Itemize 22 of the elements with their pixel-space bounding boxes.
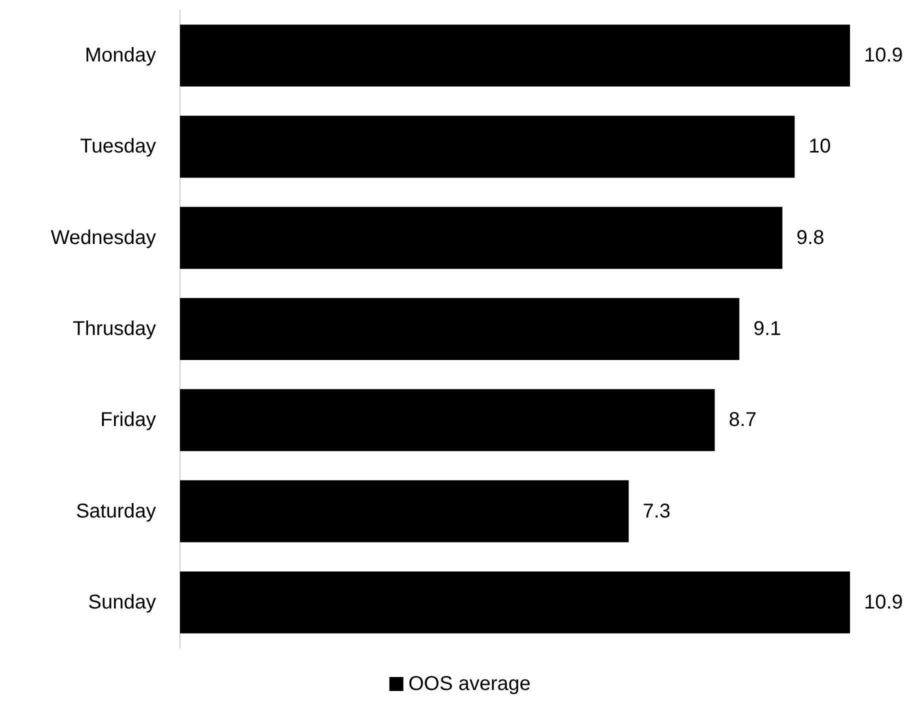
bar: [180, 116, 795, 178]
data-label: 8.7: [728, 409, 757, 432]
data-label: 9.1: [753, 318, 782, 340]
y-tick-label: Tuesday: [80, 136, 156, 158]
y-tick-label: Friday: [100, 409, 156, 432]
data-label: 10.9: [864, 44, 903, 67]
data-label: 9.8: [796, 226, 824, 249]
data-label: 10.9: [864, 591, 903, 614]
y-tick-label: Saturday: [76, 500, 156, 522]
data-label: 7.3: [642, 500, 671, 522]
bar: [180, 298, 740, 360]
legend-label: OOS average: [408, 673, 531, 695]
y-tick-label: Sunday: [88, 591, 156, 614]
bar: [180, 571, 850, 634]
y-tick-label: Wednesday: [50, 226, 156, 249]
bar: [180, 389, 715, 452]
data-label: 10: [808, 136, 831, 158]
bar: [180, 206, 782, 269]
y-tick-label: Thrusday: [72, 318, 156, 340]
bar: [180, 24, 850, 87]
y-tick-label: Monday: [84, 44, 156, 67]
bar: [180, 480, 629, 542]
